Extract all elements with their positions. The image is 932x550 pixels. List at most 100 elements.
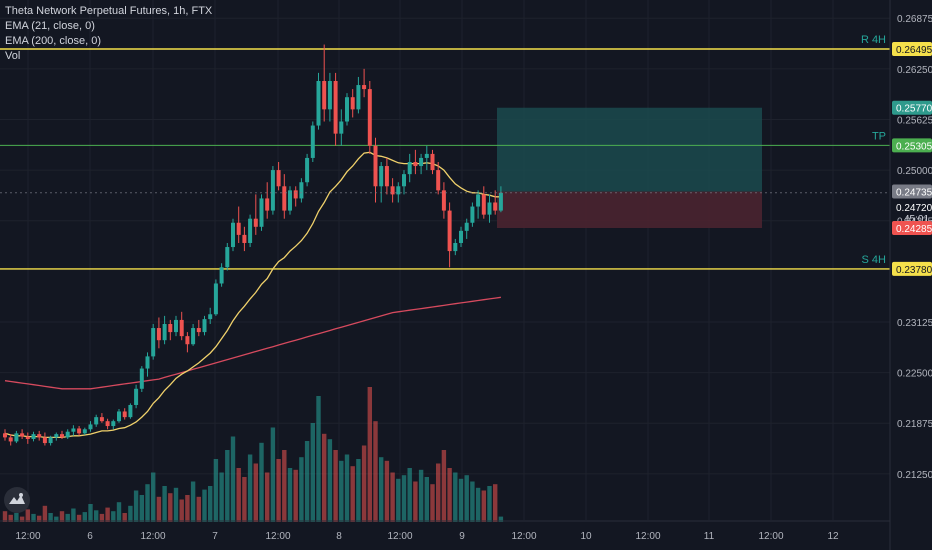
volume-bar-8 <box>48 513 53 522</box>
volume-bar-22 <box>128 505 133 522</box>
candle-body-40 <box>231 222 235 248</box>
price-tick-5: 0.23125 <box>897 318 932 329</box>
ema-200-line <box>4 296 501 390</box>
volume-bar-76 <box>436 463 441 522</box>
time-tick-5: 8 <box>336 531 342 542</box>
time-tick-2: 12:00 <box>140 531 165 542</box>
volume-bar-47 <box>270 427 276 522</box>
volume-bar-68 <box>390 472 395 522</box>
candle-body-3 <box>20 433 25 437</box>
candle-body-72 <box>413 161 418 167</box>
candle-body-71 <box>407 161 412 175</box>
legend-ema-200[interactable]: EMA (200, close, 0) <box>5 35 101 47</box>
candle-body-35 <box>202 319 207 333</box>
volume-bar-29 <box>168 493 173 522</box>
volume-bar-9 <box>54 516 59 522</box>
volume-bar-20 <box>116 502 122 522</box>
volume-bar-12 <box>71 508 76 522</box>
price-badge-text-3: 0.24735 <box>896 188 932 199</box>
volume-bar-64 <box>367 387 372 522</box>
candle-body-68 <box>390 186 395 195</box>
candle-body-11 <box>65 431 70 438</box>
volume-bar-0 <box>2 511 8 522</box>
candle-body-34 <box>196 328 201 333</box>
volume-bar-27 <box>156 496 162 522</box>
candle-body-8 <box>48 437 53 444</box>
candle-body-46 <box>265 198 270 211</box>
candle-body-23 <box>134 388 139 405</box>
candle-body-62 <box>356 85 361 110</box>
volume-bar-77 <box>441 450 447 522</box>
volume-bar-1 <box>8 514 13 522</box>
candle-body-37 <box>213 283 218 315</box>
volume-bar-26 <box>151 472 156 522</box>
legend-vol[interactable]: Vol <box>5 50 21 62</box>
price-badge-6 <box>892 261 932 276</box>
volume-bar-34 <box>196 496 201 522</box>
price-badge-5 <box>892 221 932 236</box>
level-lines: R 4H TP S 4H <box>0 34 890 270</box>
price-badge-text-6: 0.23780 <box>896 265 932 276</box>
candle-body-2 <box>14 433 19 442</box>
volume-bar-36 <box>208 486 213 522</box>
candle-body-4 <box>25 436 30 440</box>
candle-body-85 <box>487 202 492 215</box>
ema-200-path <box>4 296 501 390</box>
candle-body-77 <box>441 190 446 211</box>
price-badge-text-0: 0.26495 <box>896 45 932 56</box>
volume-bar-79 <box>453 472 458 522</box>
time-tick-10: 12:00 <box>635 531 660 542</box>
candle-body-31 <box>179 319 184 337</box>
candle-body-9 <box>54 434 59 438</box>
countdown: 45:01 <box>904 214 929 225</box>
tradingview-logo-icon[interactable] <box>4 487 30 513</box>
candle-body-27 <box>156 328 161 341</box>
volume-bar-38 <box>219 472 224 522</box>
price-badge-text-2: 0.25305 <box>896 141 932 152</box>
candle-body-53 <box>305 157 310 183</box>
candle-body-57 <box>327 80 332 110</box>
volume-bar-37 <box>213 459 219 522</box>
candle-body-79 <box>453 242 458 252</box>
time-axis[interactable]: 12:00 6 12:00 7 12:00 8 12:00 9 12:00 10 12:00 11 12… <box>0 520 890 542</box>
price-axis[interactable]: 0.268750.262500.256250.250000.243750.231… <box>889 0 932 550</box>
volume-bar-85 <box>487 486 492 522</box>
volume-bar-16 <box>94 510 99 522</box>
candle-body-75 <box>430 153 435 171</box>
time-tick-13: 12 <box>827 531 839 542</box>
candle-body-14 <box>82 429 87 434</box>
candle-body-49 <box>282 186 287 211</box>
volume-bars <box>2 387 504 522</box>
candle-body-38 <box>219 267 224 284</box>
volume-bar-87 <box>498 516 504 522</box>
volume-bar-7 <box>42 505 48 522</box>
volume-bar-52 <box>299 457 304 522</box>
volume-bar-80 <box>458 478 464 522</box>
volume-bar-86 <box>493 484 498 522</box>
candle-body-82 <box>470 206 475 223</box>
price-badge-text-5: 0.24285 <box>896 224 932 235</box>
legend-title[interactable]: Theta Network Perpetual Futures, 1h, FTX <box>5 5 213 17</box>
volume-bar-78 <box>447 468 452 522</box>
candle-body-25 <box>145 356 150 369</box>
candle-body-54 <box>310 125 315 158</box>
candle-body-20 <box>117 411 121 422</box>
time-tick-8: 12:00 <box>511 531 536 542</box>
candle-body-83 <box>476 194 481 207</box>
price-badge-2 <box>892 138 932 153</box>
volume-bar-53 <box>304 441 310 522</box>
volume-bar-14 <box>82 512 87 522</box>
volume-bar-71 <box>407 468 412 522</box>
volume-bar-73 <box>418 469 424 522</box>
candle-body-36 <box>208 314 213 320</box>
legend-ema-21[interactable]: EMA (21, close, 0) <box>5 20 95 32</box>
volume-bar-24 <box>139 495 144 522</box>
price-badge-text-4: 0.24720 <box>896 203 932 214</box>
candle-body-55 <box>316 80 321 126</box>
candle-body-81 <box>464 222 469 231</box>
candle-body-17 <box>99 417 104 422</box>
volume-bar-69 <box>396 478 401 522</box>
candle-body-18 <box>105 421 110 427</box>
